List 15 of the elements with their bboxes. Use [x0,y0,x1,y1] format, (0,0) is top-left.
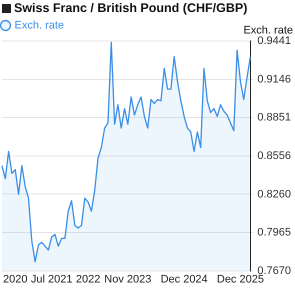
y-tick-label: 0.9146 [257,73,292,86]
y-tick-label: 0.8260 [257,188,292,200]
x-tick-label: 2022 [76,273,100,286]
y-tick-label: 0.8851 [257,112,292,124]
chart-title: Swiss Franc / British Pound (CHF/GBP) [14,1,248,15]
legend-label: Exch. rate [14,20,64,32]
y-tick-label: 0.8556 [257,150,292,162]
x-tick-label: Nov 2023 [104,273,152,286]
x-tick-label: Jul 2021 [30,273,72,286]
x-tick-label: 2020 [3,273,28,286]
x-tick-label: Dec 2024 [160,273,208,286]
y-tick-label: 0.9441 [257,35,292,48]
x-tick-label: Dec 2025 [216,273,264,286]
y-axis-title: Exch. rate [243,24,293,37]
y-tick-label: 0.7965 [257,226,292,239]
